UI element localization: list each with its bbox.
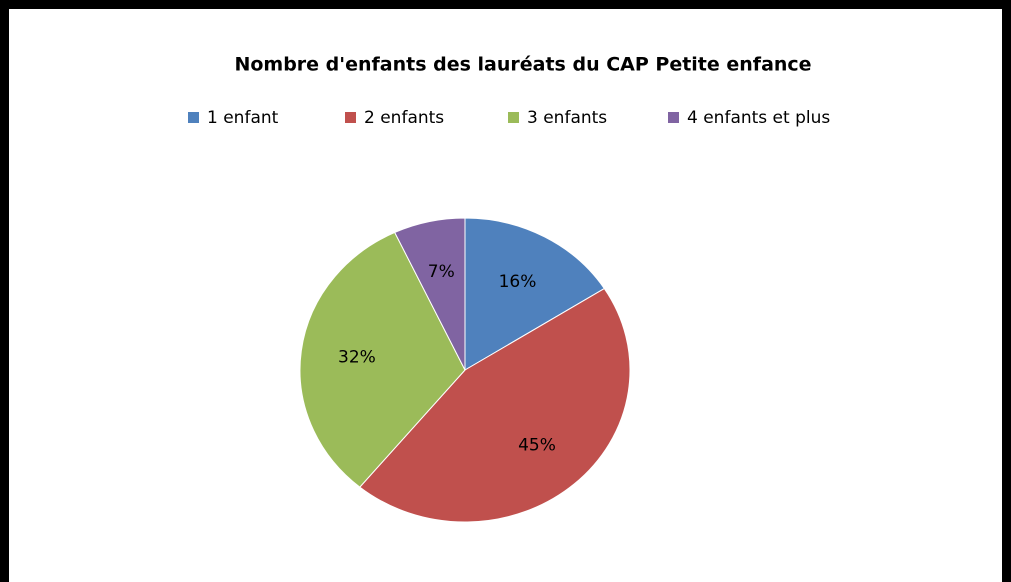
legend-swatch — [668, 112, 679, 123]
chart-title: Nombre d'enfants des lauréats du CAP Pet… — [234, 54, 811, 76]
legend-label: 3 enfants — [527, 108, 607, 128]
legend-swatch — [188, 112, 199, 123]
pie-slice — [299, 231, 466, 488]
legend-swatch — [508, 112, 519, 123]
legend-label: 4 enfants et plus — [687, 108, 830, 128]
pie-slice — [394, 217, 466, 371]
data-label: 32% — [338, 347, 376, 367]
legend-swatch — [345, 112, 356, 123]
pie-slice — [359, 287, 631, 523]
data-label: 7% — [428, 262, 455, 282]
pie-slice — [464, 217, 606, 371]
legend-label: 1 enfant — [207, 108, 279, 128]
data-label: 16% — [499, 272, 537, 292]
legend-label: 2 enfants — [364, 108, 444, 128]
data-label: 45% — [518, 435, 556, 455]
